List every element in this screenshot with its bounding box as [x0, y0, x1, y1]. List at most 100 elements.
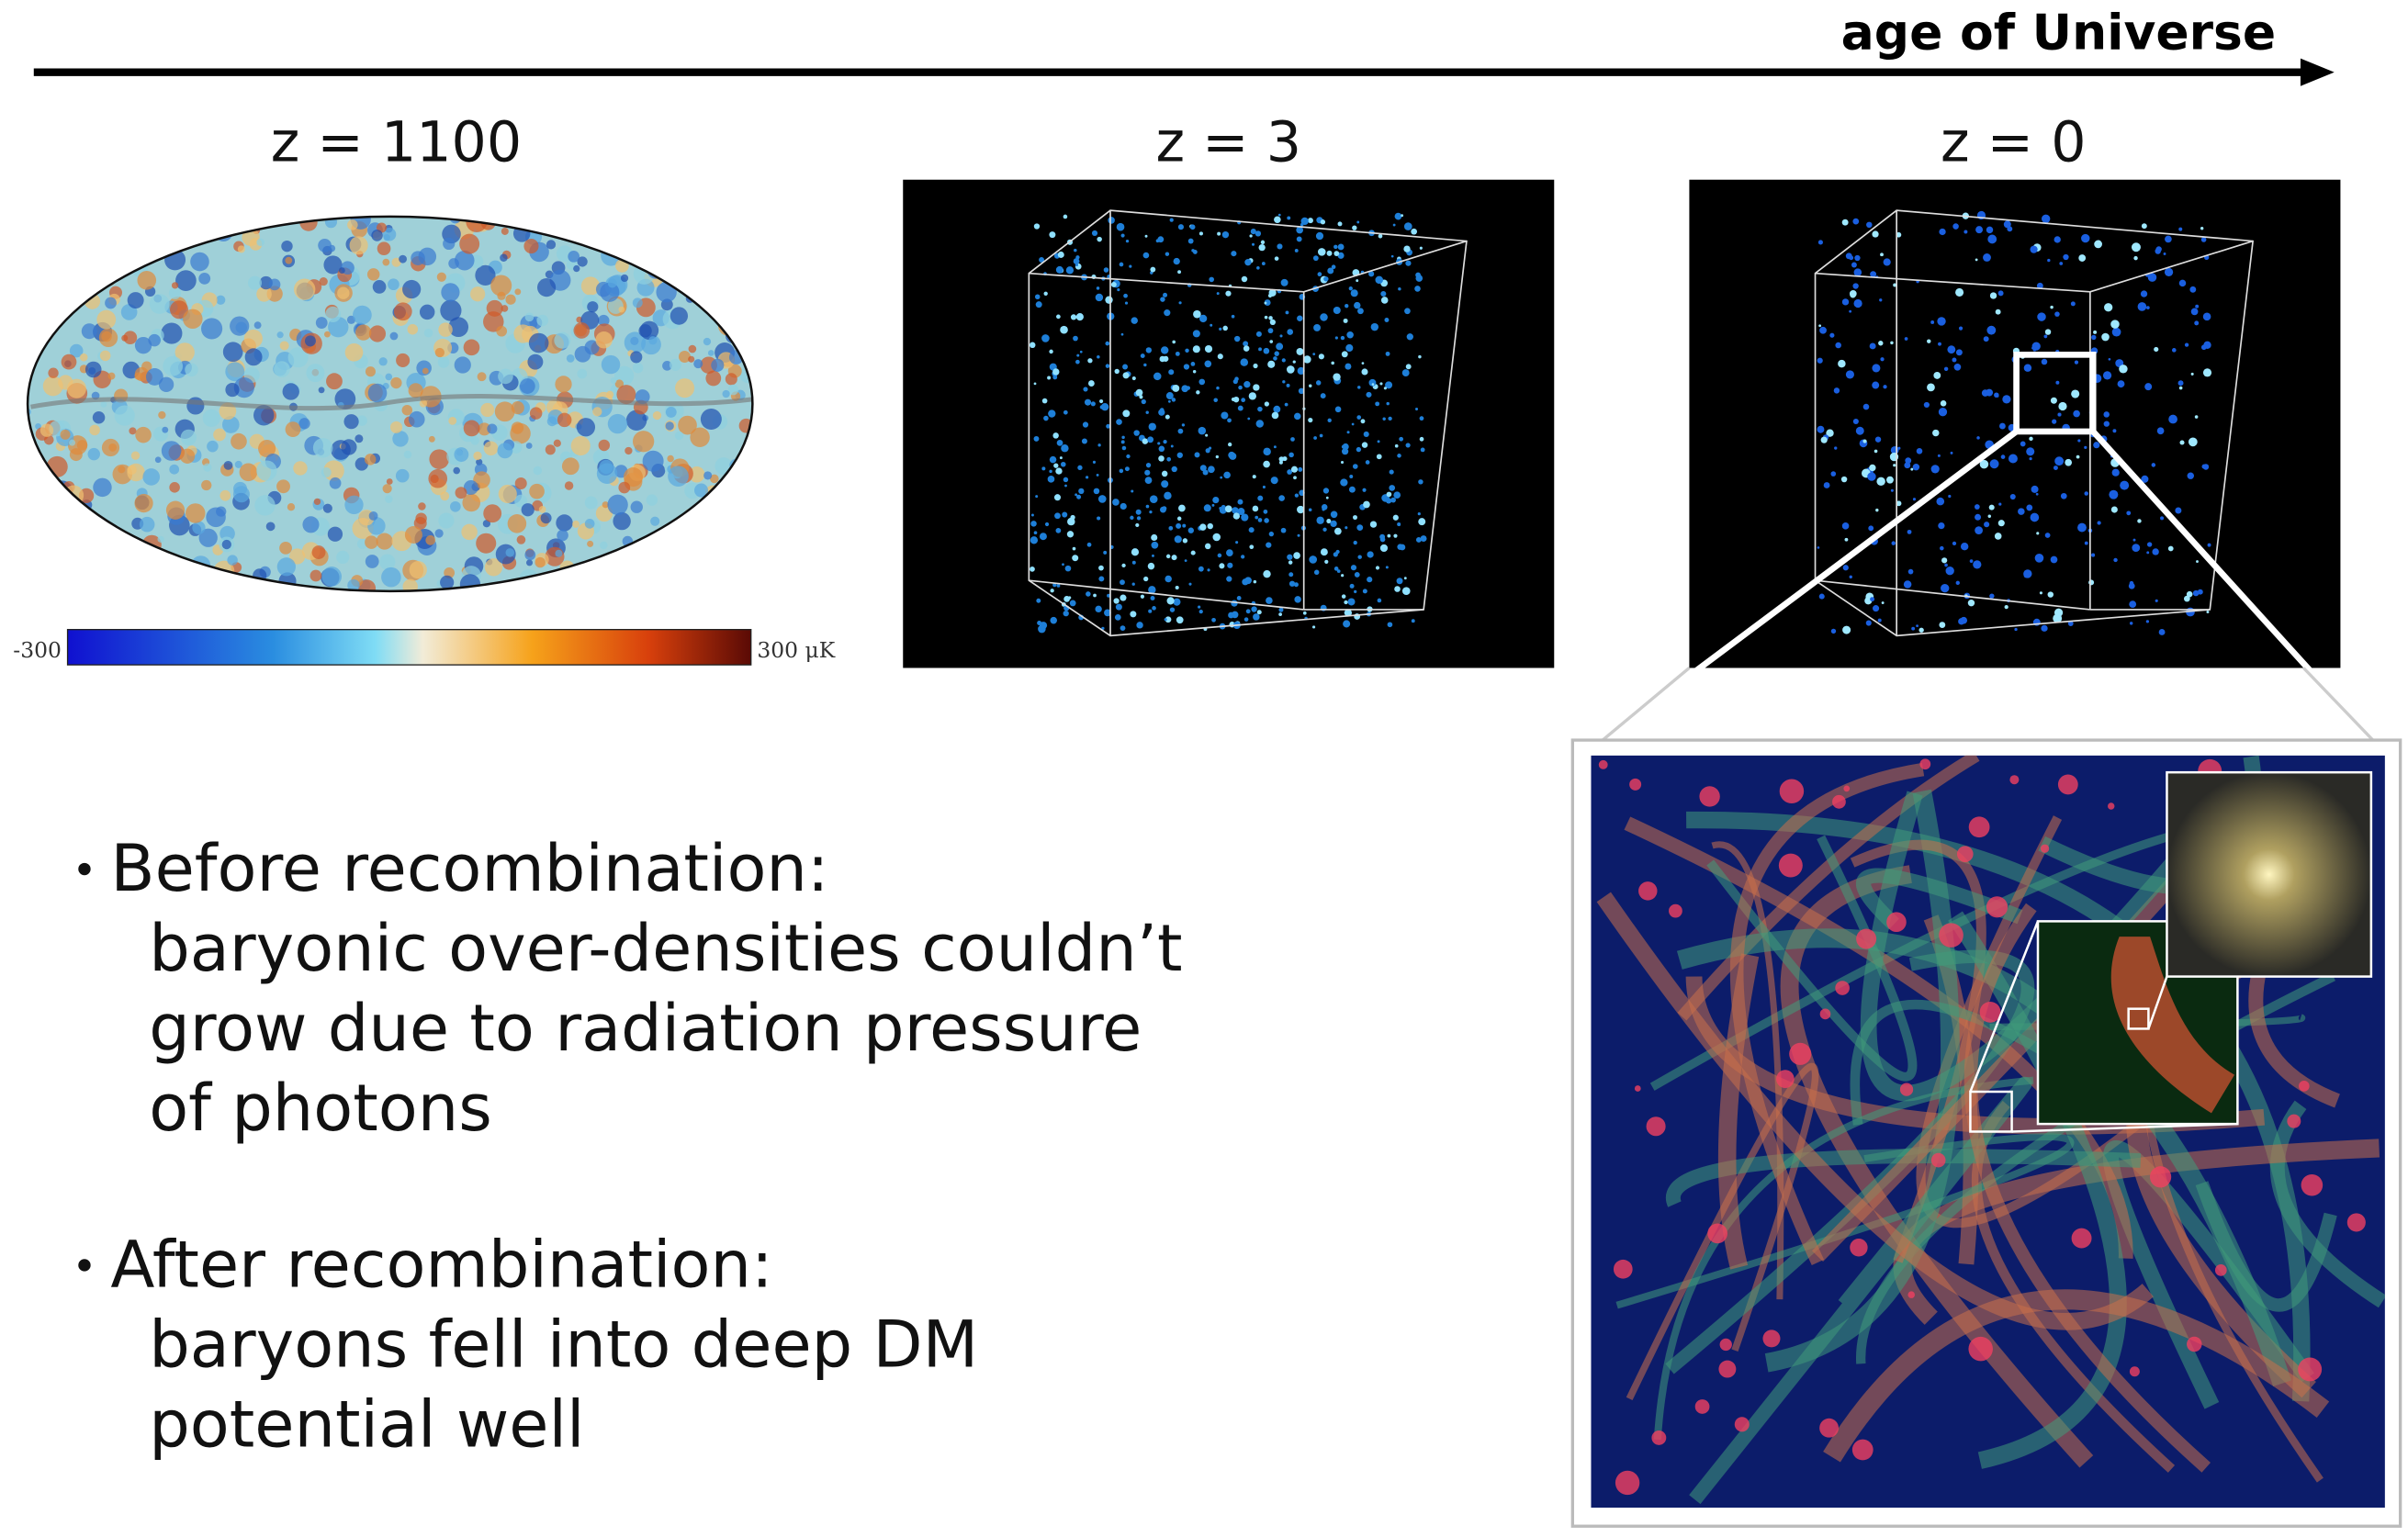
halo [2041, 845, 2049, 853]
particle [1227, 418, 1232, 422]
particle [1106, 364, 1109, 367]
particle [1041, 334, 1050, 342]
cmb-spot [354, 434, 363, 443]
cmb-spot [715, 546, 733, 565]
cmb-spot [490, 275, 512, 296]
cmb-spot [429, 436, 435, 443]
particle [1062, 563, 1064, 566]
particle [1941, 400, 1947, 407]
halo [1986, 896, 2008, 917]
cmb-spot [294, 278, 315, 299]
particle [1297, 236, 1302, 241]
particle [1052, 432, 1059, 439]
halo [1720, 1339, 1732, 1351]
cmb-spot [96, 310, 116, 330]
cmb-spot [186, 503, 205, 522]
particle [1048, 409, 1055, 417]
particle [1151, 534, 1157, 541]
particle [1115, 614, 1121, 621]
particle [1142, 438, 1149, 444]
particle [1256, 420, 1264, 427]
particle [1219, 563, 1224, 568]
particle [1072, 555, 1078, 561]
halo [1852, 1440, 1874, 1461]
cmb-spot [621, 275, 628, 282]
particle [1295, 493, 1299, 497]
cmb-spot [658, 230, 669, 241]
particle [1421, 535, 1427, 542]
particle [1268, 328, 1274, 333]
cmb-spot [567, 221, 578, 232]
cmb-spot [689, 214, 709, 234]
particle [1370, 521, 1377, 527]
particle [1333, 307, 1341, 314]
cmb-spot [526, 559, 533, 566]
particle [1148, 563, 1154, 569]
particle [1149, 423, 1156, 431]
particle [2055, 381, 2059, 385]
particle [1349, 475, 1353, 478]
particle [1989, 594, 1994, 599]
particle [1386, 352, 1390, 356]
cmb-spot [387, 478, 393, 485]
particle [1121, 233, 1125, 237]
particle [1835, 342, 1841, 349]
particle [1049, 231, 1055, 238]
particle [1269, 340, 1273, 343]
particle [1319, 353, 1324, 359]
particle [1120, 579, 1125, 585]
panel-label: z = 0 [1941, 111, 2087, 175]
cmb-spot [169, 482, 180, 493]
particle [1274, 216, 1281, 223]
cmb-spot [131, 451, 140, 459]
particle [1415, 273, 1421, 278]
particle [1303, 611, 1307, 615]
cmb-spot [454, 447, 468, 462]
cmb-spot [537, 278, 556, 297]
particle [1386, 402, 1389, 405]
particle [2088, 579, 2094, 585]
particle [1086, 591, 1091, 597]
particle [1161, 480, 1168, 488]
halo [1780, 779, 1804, 802]
particle [1964, 230, 1967, 234]
cmb-spot [453, 467, 460, 475]
particle [1842, 626, 1851, 634]
particle [1817, 358, 1823, 364]
particle [1371, 323, 1378, 331]
particle [1341, 574, 1344, 577]
cmb-spot [162, 441, 182, 461]
particle [1042, 398, 1048, 404]
cmb-spot [605, 579, 621, 595]
cmb-spot [499, 485, 517, 503]
particle [1418, 518, 1425, 525]
particle [1097, 443, 1100, 446]
particle [2104, 303, 2112, 311]
particle [1146, 411, 1149, 414]
cmb-spot [689, 345, 697, 353]
particle [1193, 370, 1196, 373]
cmb-spot [631, 501, 643, 513]
particle [1274, 445, 1277, 448]
particle [1256, 266, 1260, 270]
halo [1762, 1329, 1780, 1347]
halo [1615, 1471, 1639, 1495]
cmb-spot [324, 331, 331, 338]
particle [1076, 354, 1079, 357]
particle [2141, 290, 2147, 297]
cmb-spot [448, 258, 459, 269]
cmb-spot [637, 548, 645, 555]
particle [1883, 385, 1886, 388]
particle [1880, 357, 1884, 361]
cmb-spot [699, 532, 720, 553]
particle [2138, 302, 2147, 311]
particle [1341, 336, 1345, 340]
cmb-spot [718, 315, 739, 336]
cmb-spot [279, 542, 292, 555]
particle [1905, 337, 1908, 341]
particle [2191, 373, 2194, 376]
particle [1147, 436, 1153, 443]
particle [1372, 383, 1375, 386]
particle [1052, 368, 1059, 375]
particle [1087, 358, 1092, 363]
